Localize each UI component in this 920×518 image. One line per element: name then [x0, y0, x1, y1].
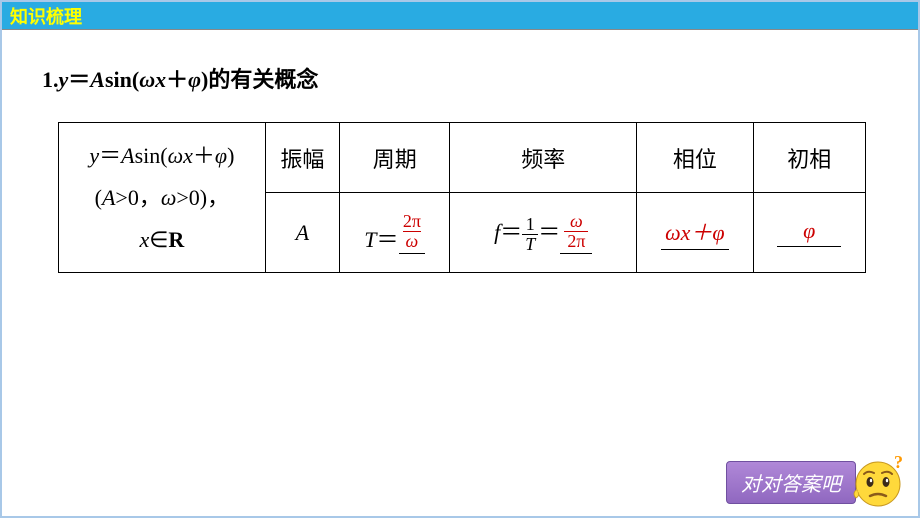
section-number: 1. [42, 67, 59, 92]
formula-line-3: x∈R [67, 219, 257, 261]
phase-answer: ωx＋φ [661, 215, 728, 250]
value-amplitude: A [265, 193, 339, 273]
section-suffix: 的有关概念 [208, 67, 318, 92]
svg-text:?: ? [894, 454, 903, 472]
header-amplitude: 振幅 [265, 123, 339, 193]
frequency-answer: ω2π [560, 212, 592, 254]
header-title: 知识梳理 [10, 3, 82, 29]
concept-table: yy＝＝Asin(ωx＋φ) (A>0，ω>0)， x∈R 振幅 周期 频率 相… [58, 122, 866, 273]
header-period: 周期 [340, 123, 450, 193]
period-answer: 2πω [399, 212, 426, 254]
thinking-emoji-icon: ? [850, 454, 906, 510]
initphase-answer: φ [777, 218, 841, 247]
formula-wx: ωx [139, 67, 166, 92]
header-phase: 相位 [637, 123, 753, 193]
value-frequency: f＝1T＝ω2π [450, 193, 637, 273]
formula-line-1: yy＝＝Asin(ωx＋φ) [67, 135, 257, 177]
slide-content: 1.y＝Asin(ωx＋φ)的有关概念 yy＝＝Asin(ωx＋φ) (A>0，… [2, 30, 918, 305]
value-initphase: φ [753, 193, 865, 273]
function-condition-cell: yy＝＝Asin(ωx＋φ) (A>0，ω>0)， x∈R [59, 123, 266, 273]
formula-phi: φ [188, 67, 201, 92]
table-header-row: yy＝＝Asin(ωx＋φ) (A>0，ω>0)， x∈R 振幅 周期 频率 相… [59, 123, 866, 193]
header-bar: 知识梳理 [2, 2, 918, 30]
formula-y: y [59, 67, 69, 92]
header-initphase: 初相 [753, 123, 865, 193]
check-answer-button[interactable]: 对对答案吧 ? [726, 454, 906, 510]
header-frequency: 频率 [450, 123, 637, 193]
check-answer-label: 对对答案吧 [726, 461, 856, 504]
formula-line-2: (A>0，ω>0)， [67, 177, 257, 219]
formula-A: A [90, 67, 105, 92]
value-phase: ωx＋φ [637, 193, 753, 273]
section-title: 1.y＝Asin(ωx＋φ)的有关概念 [42, 62, 878, 94]
value-period: T＝2πω [340, 193, 450, 273]
